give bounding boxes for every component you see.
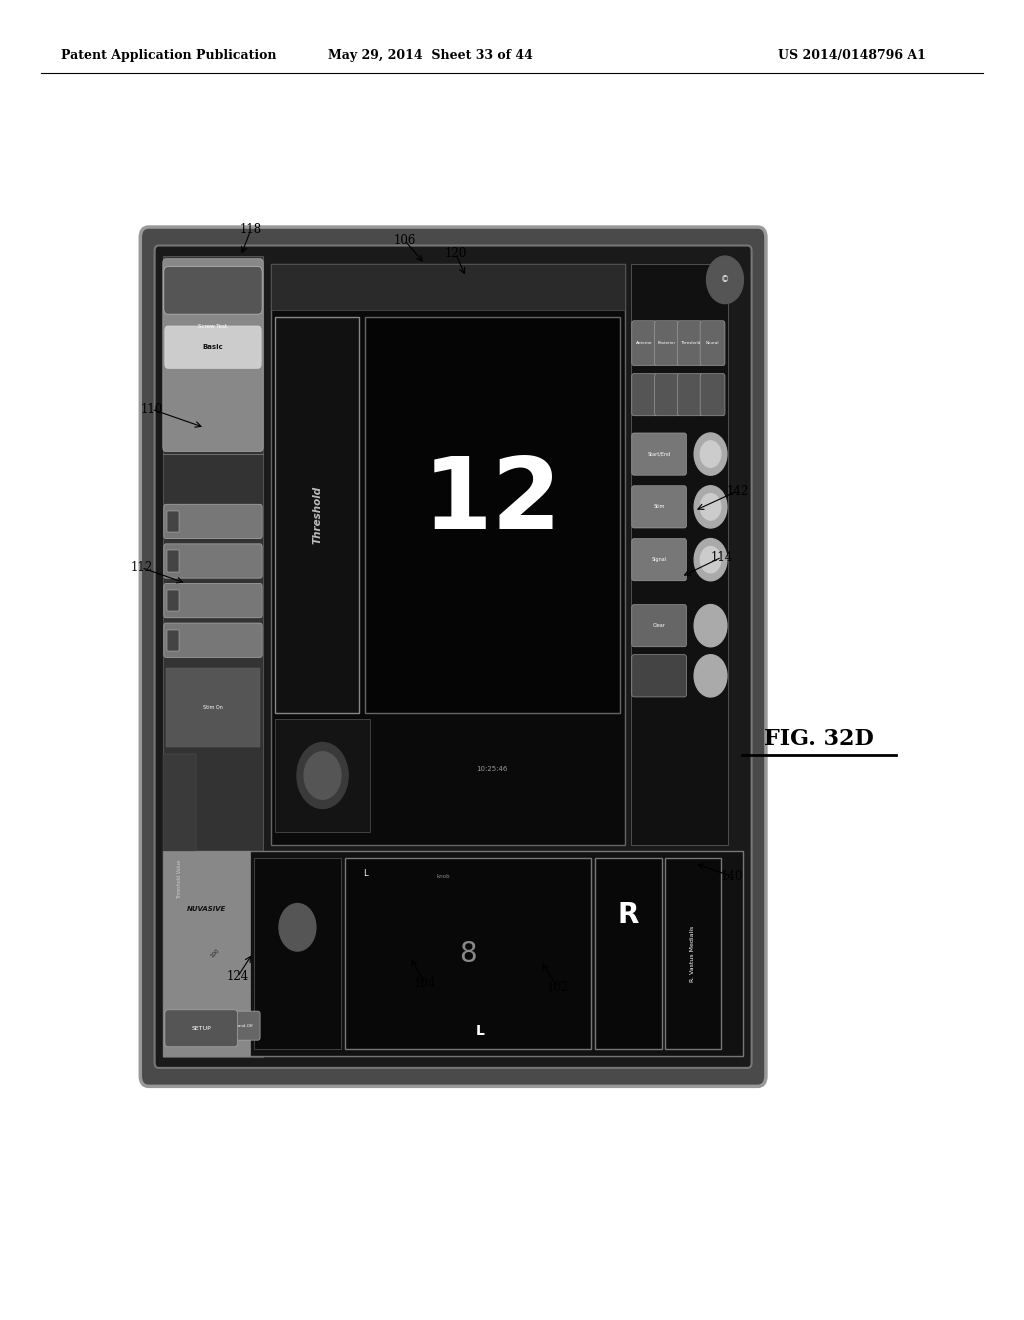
Text: 10:25:46: 10:25:46 <box>476 766 508 772</box>
Text: Anterior: Anterior <box>636 341 652 346</box>
Text: 118: 118 <box>240 223 262 236</box>
Text: 124: 124 <box>226 970 249 983</box>
Bar <box>275 317 359 713</box>
Text: 112: 112 <box>130 561 153 574</box>
Bar <box>163 256 263 1057</box>
Text: US 2014/0148796 A1: US 2014/0148796 A1 <box>778 49 926 62</box>
FancyBboxPatch shape <box>632 605 686 647</box>
Text: SETUP: SETUP <box>191 1026 211 1031</box>
Text: Signal: Signal <box>651 557 667 562</box>
Text: 104: 104 <box>414 977 436 990</box>
Text: Stand-Off: Stand-Off <box>234 1023 253 1028</box>
FancyBboxPatch shape <box>678 374 702 416</box>
Bar <box>163 754 196 1005</box>
Bar <box>271 264 625 845</box>
Text: L: L <box>364 870 368 878</box>
Text: 106: 106 <box>393 234 416 247</box>
Text: L: L <box>476 1024 484 1038</box>
Circle shape <box>297 742 348 808</box>
Circle shape <box>694 539 727 581</box>
Text: Threshold: Threshold <box>680 341 700 346</box>
FancyBboxPatch shape <box>678 321 702 366</box>
FancyBboxPatch shape <box>632 539 686 581</box>
FancyBboxPatch shape <box>700 321 725 366</box>
Text: 114: 114 <box>711 550 733 564</box>
FancyBboxPatch shape <box>632 486 686 528</box>
Circle shape <box>694 605 727 647</box>
Circle shape <box>700 494 721 520</box>
Text: 120: 120 <box>444 247 467 260</box>
FancyBboxPatch shape <box>165 1010 238 1047</box>
Bar <box>167 550 179 572</box>
Bar <box>631 264 728 845</box>
Circle shape <box>694 655 727 697</box>
Bar <box>167 511 179 532</box>
Text: R. Vastus Medialis: R. Vastus Medialis <box>690 925 695 982</box>
FancyBboxPatch shape <box>164 504 262 539</box>
FancyBboxPatch shape <box>197 1011 229 1040</box>
Text: 12: 12 <box>423 453 561 550</box>
FancyBboxPatch shape <box>654 321 680 366</box>
Circle shape <box>700 441 721 467</box>
Bar <box>595 858 662 1049</box>
Text: 142: 142 <box>726 484 749 498</box>
Text: 110: 110 <box>140 403 163 416</box>
Bar <box>163 851 743 1056</box>
Text: R: R <box>617 902 639 929</box>
Text: 8: 8 <box>459 940 477 968</box>
Text: Neural: Neural <box>706 341 719 346</box>
Text: Posterior: Posterior <box>657 341 676 346</box>
FancyBboxPatch shape <box>164 583 262 618</box>
Circle shape <box>694 433 727 475</box>
Text: 100: 100 <box>210 948 220 960</box>
Text: Stim: Stim <box>653 504 665 510</box>
FancyBboxPatch shape <box>632 655 686 697</box>
Text: 140: 140 <box>721 870 743 883</box>
Circle shape <box>707 256 743 304</box>
Circle shape <box>700 546 721 573</box>
Bar <box>275 719 370 832</box>
Bar <box>271 264 625 310</box>
Circle shape <box>279 903 315 950</box>
Text: Screw Test: Screw Test <box>199 323 227 329</box>
FancyBboxPatch shape <box>632 433 686 475</box>
FancyBboxPatch shape <box>165 326 261 368</box>
Bar <box>167 590 179 611</box>
Bar <box>345 858 591 1049</box>
Bar <box>167 630 179 651</box>
Circle shape <box>304 752 341 799</box>
Text: May 29, 2014  Sheet 33 of 44: May 29, 2014 Sheet 33 of 44 <box>328 49 532 62</box>
Text: Stim On: Stim On <box>203 705 223 710</box>
Text: Basic: Basic <box>203 345 223 350</box>
Bar <box>254 858 341 1049</box>
Text: Patent Application Publication: Patent Application Publication <box>61 49 276 62</box>
FancyBboxPatch shape <box>140 227 766 1086</box>
FancyBboxPatch shape <box>164 544 262 578</box>
FancyBboxPatch shape <box>654 374 680 416</box>
Text: ©: © <box>721 276 729 284</box>
Text: Clear: Clear <box>652 623 666 628</box>
Text: Threshold: Threshold <box>312 486 323 544</box>
FancyBboxPatch shape <box>632 374 656 416</box>
Text: NUVASiVE: NUVASiVE <box>186 906 226 912</box>
FancyBboxPatch shape <box>164 267 262 314</box>
Circle shape <box>694 486 727 528</box>
Text: knob: knob <box>436 874 451 879</box>
FancyBboxPatch shape <box>700 374 725 416</box>
FancyBboxPatch shape <box>164 623 262 657</box>
Bar <box>166 668 260 747</box>
Bar <box>665 858 721 1049</box>
Text: 102: 102 <box>547 981 569 994</box>
Text: FIG. 32D: FIG. 32D <box>764 729 874 750</box>
Bar <box>365 317 620 713</box>
Text: Start/End: Start/End <box>647 451 671 457</box>
FancyBboxPatch shape <box>632 321 656 366</box>
FancyBboxPatch shape <box>163 259 263 451</box>
FancyBboxPatch shape <box>155 246 752 1068</box>
FancyBboxPatch shape <box>227 1011 260 1040</box>
Text: Stand-On: Stand-On <box>204 1023 222 1028</box>
Text: Threshold Value: Threshold Value <box>177 859 181 899</box>
Bar <box>163 851 250 1056</box>
